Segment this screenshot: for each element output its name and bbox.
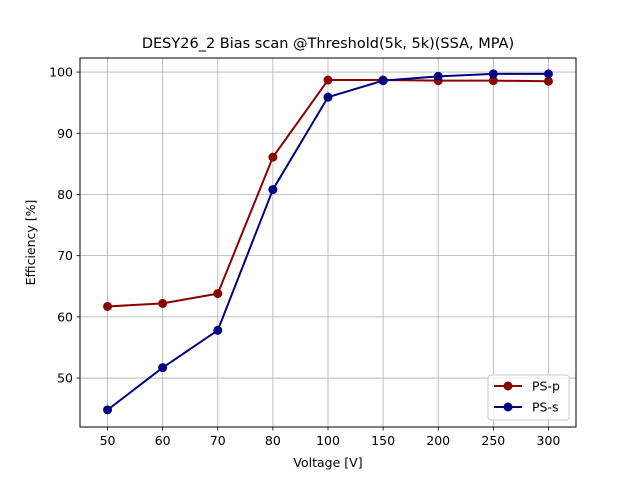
- y-tick-label: 60: [57, 309, 73, 324]
- x-tick-label: 150: [371, 433, 395, 448]
- y-tick-label: 70: [57, 248, 73, 263]
- data-point-ps-s: [433, 71, 443, 81]
- x-axis-label: Voltage [V]: [293, 455, 362, 470]
- x-tick-label: 200: [426, 433, 450, 448]
- data-point-ps-p: [488, 76, 498, 86]
- legend-label-ps-p: PS-p: [532, 379, 560, 394]
- data-point-ps-p: [103, 301, 113, 311]
- y-axis-ticks: 50 60 70 80 90 100: [49, 65, 80, 386]
- data-point-ps-s: [543, 69, 553, 79]
- x-tick-label: 50: [100, 433, 116, 448]
- x-tick-label: 80: [265, 433, 281, 448]
- y-tick-label: 80: [57, 187, 73, 202]
- y-tick-label: 50: [57, 371, 73, 386]
- x-axis-ticks: 50 60 70 80 100 150 200 250 300: [100, 427, 561, 448]
- legend-marker-ps-s: [503, 402, 513, 412]
- legend: PS-p PS-s: [487, 374, 570, 421]
- data-point-ps-s: [378, 76, 388, 86]
- data-point-ps-p: [268, 152, 278, 162]
- legend-label-ps-s: PS-s: [532, 400, 559, 415]
- x-tick-label: 60: [155, 433, 171, 448]
- data-point-ps-s: [268, 185, 278, 195]
- data-point-ps-s: [213, 325, 223, 335]
- x-tick-label: 300: [537, 433, 561, 448]
- data-point-ps-p: [323, 75, 333, 85]
- legend-marker-ps-p: [503, 381, 513, 391]
- data-point-ps-s: [158, 363, 168, 373]
- data-point-ps-p: [158, 298, 168, 308]
- chart-title: DESY26_2 Bias scan @Threshold(5k, 5k)(SS…: [142, 36, 514, 52]
- x-tick-label: 100: [316, 433, 340, 448]
- data-point-ps-s: [488, 69, 498, 79]
- data-point-ps-s: [103, 405, 113, 415]
- x-tick-label: 250: [481, 433, 505, 448]
- data-point-ps-p: [543, 76, 553, 86]
- x-tick-label: 70: [210, 433, 226, 448]
- data-point-ps-p: [213, 289, 223, 299]
- series-markers: [103, 69, 553, 415]
- y-axis-label: Efficiency [%]: [23, 200, 38, 286]
- y-tick-label: 100: [49, 65, 73, 80]
- y-tick-label: 90: [57, 126, 73, 141]
- data-point-ps-s: [323, 92, 333, 102]
